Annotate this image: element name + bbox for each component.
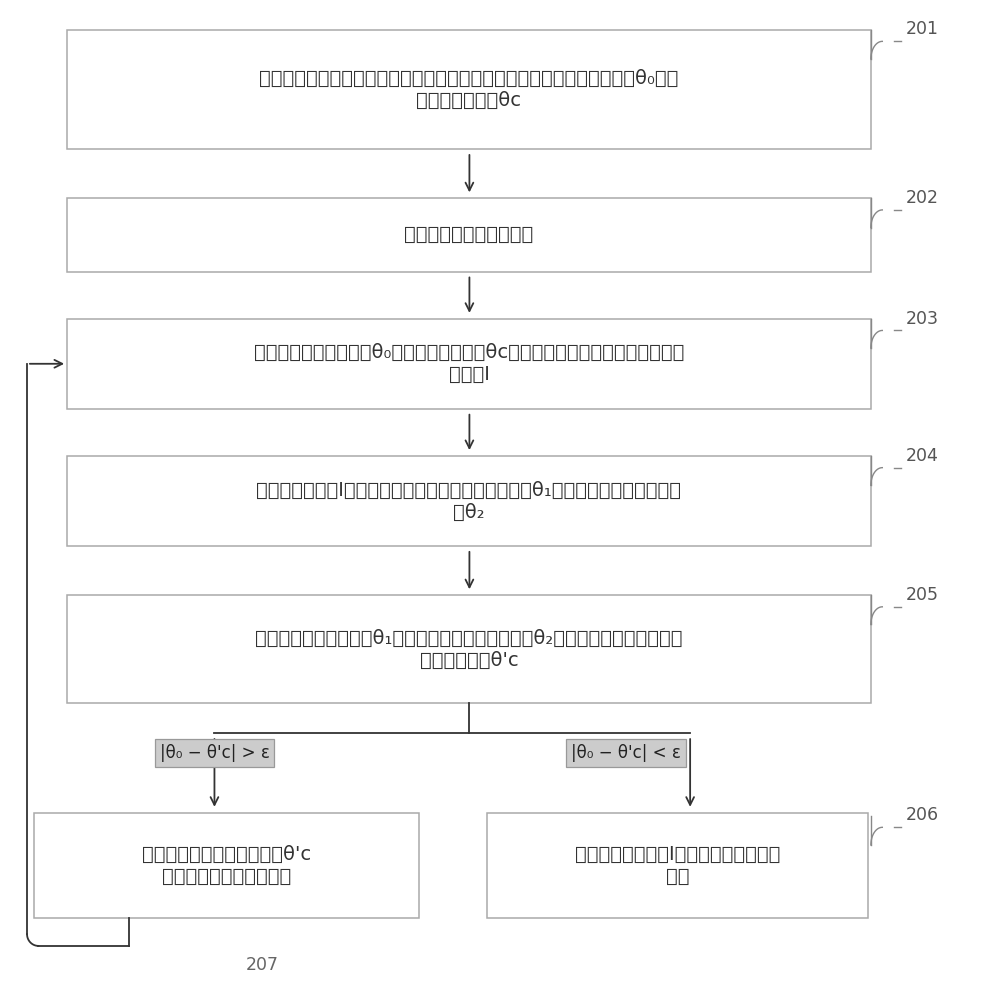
Text: 测量三芯电缆管道内的空气温度以及电缆导体温度，得到空气温度测量值θ₀以及
电缆导体温度值θc: 测量三芯电缆管道内的空气温度以及电缆导体温度，得到空气温度测量值θ₀以及 电缆导…	[260, 69, 679, 110]
Text: 将所述电缆载流量I作为最终电缆负荷载
流量: 将所述电缆载流量I作为最终电缆负荷载 流量	[575, 845, 781, 886]
Text: |θ₀ − θ'c| < ε: |θ₀ − θ'c| < ε	[572, 744, 682, 762]
Text: 202: 202	[906, 189, 939, 207]
Text: 204: 204	[906, 447, 938, 465]
FancyBboxPatch shape	[67, 30, 871, 149]
FancyBboxPatch shape	[67, 319, 871, 409]
Text: 将所述空气平均温度验证值θ'c
作为新的空气温度测量值: 将所述空气平均温度验证值θ'c 作为新的空气温度测量值	[142, 845, 311, 886]
FancyBboxPatch shape	[67, 595, 871, 703]
Text: 以所述空气温度测量值θ₀、电缆导体温度值θc以及电缆的相关参数计算电缆负荷
载流量I: 以所述空气温度测量值θ₀、电缆导体温度值θc以及电缆的相关参数计算电缆负荷 载流…	[254, 343, 684, 384]
FancyBboxPatch shape	[67, 456, 871, 546]
Text: |θ₀ − θ'c| > ε: |θ₀ − θ'c| > ε	[160, 744, 270, 762]
Text: 由缆负荷载流量I以及电缆的相关参数计算外皮温度值θ₁以及电缆管道内壁层温度
值θ₂: 由缆负荷载流量I以及电缆的相关参数计算外皮温度值θ₁以及电缆管道内壁层温度 值θ…	[257, 480, 682, 521]
Text: 205: 205	[906, 586, 939, 604]
Text: 207: 207	[246, 956, 278, 974]
FancyBboxPatch shape	[34, 813, 419, 918]
Text: 203: 203	[906, 310, 939, 328]
Text: 201: 201	[906, 20, 939, 38]
FancyBboxPatch shape	[67, 198, 871, 272]
FancyBboxPatch shape	[488, 813, 868, 918]
Text: 由所述电缆外皮温度值θ₁以及电缆管道内壁层温度值θ₂计算电缆管道内的空气平
均温度验证值θ'c: 由所述电缆外皮温度值θ₁以及电缆管道内壁层温度值θ₂计算电缆管道内的空气平 均温…	[256, 628, 683, 669]
Text: 206: 206	[906, 806, 939, 824]
Text: 获取三芯电缆的相关参数: 获取三芯电缆的相关参数	[404, 225, 533, 244]
